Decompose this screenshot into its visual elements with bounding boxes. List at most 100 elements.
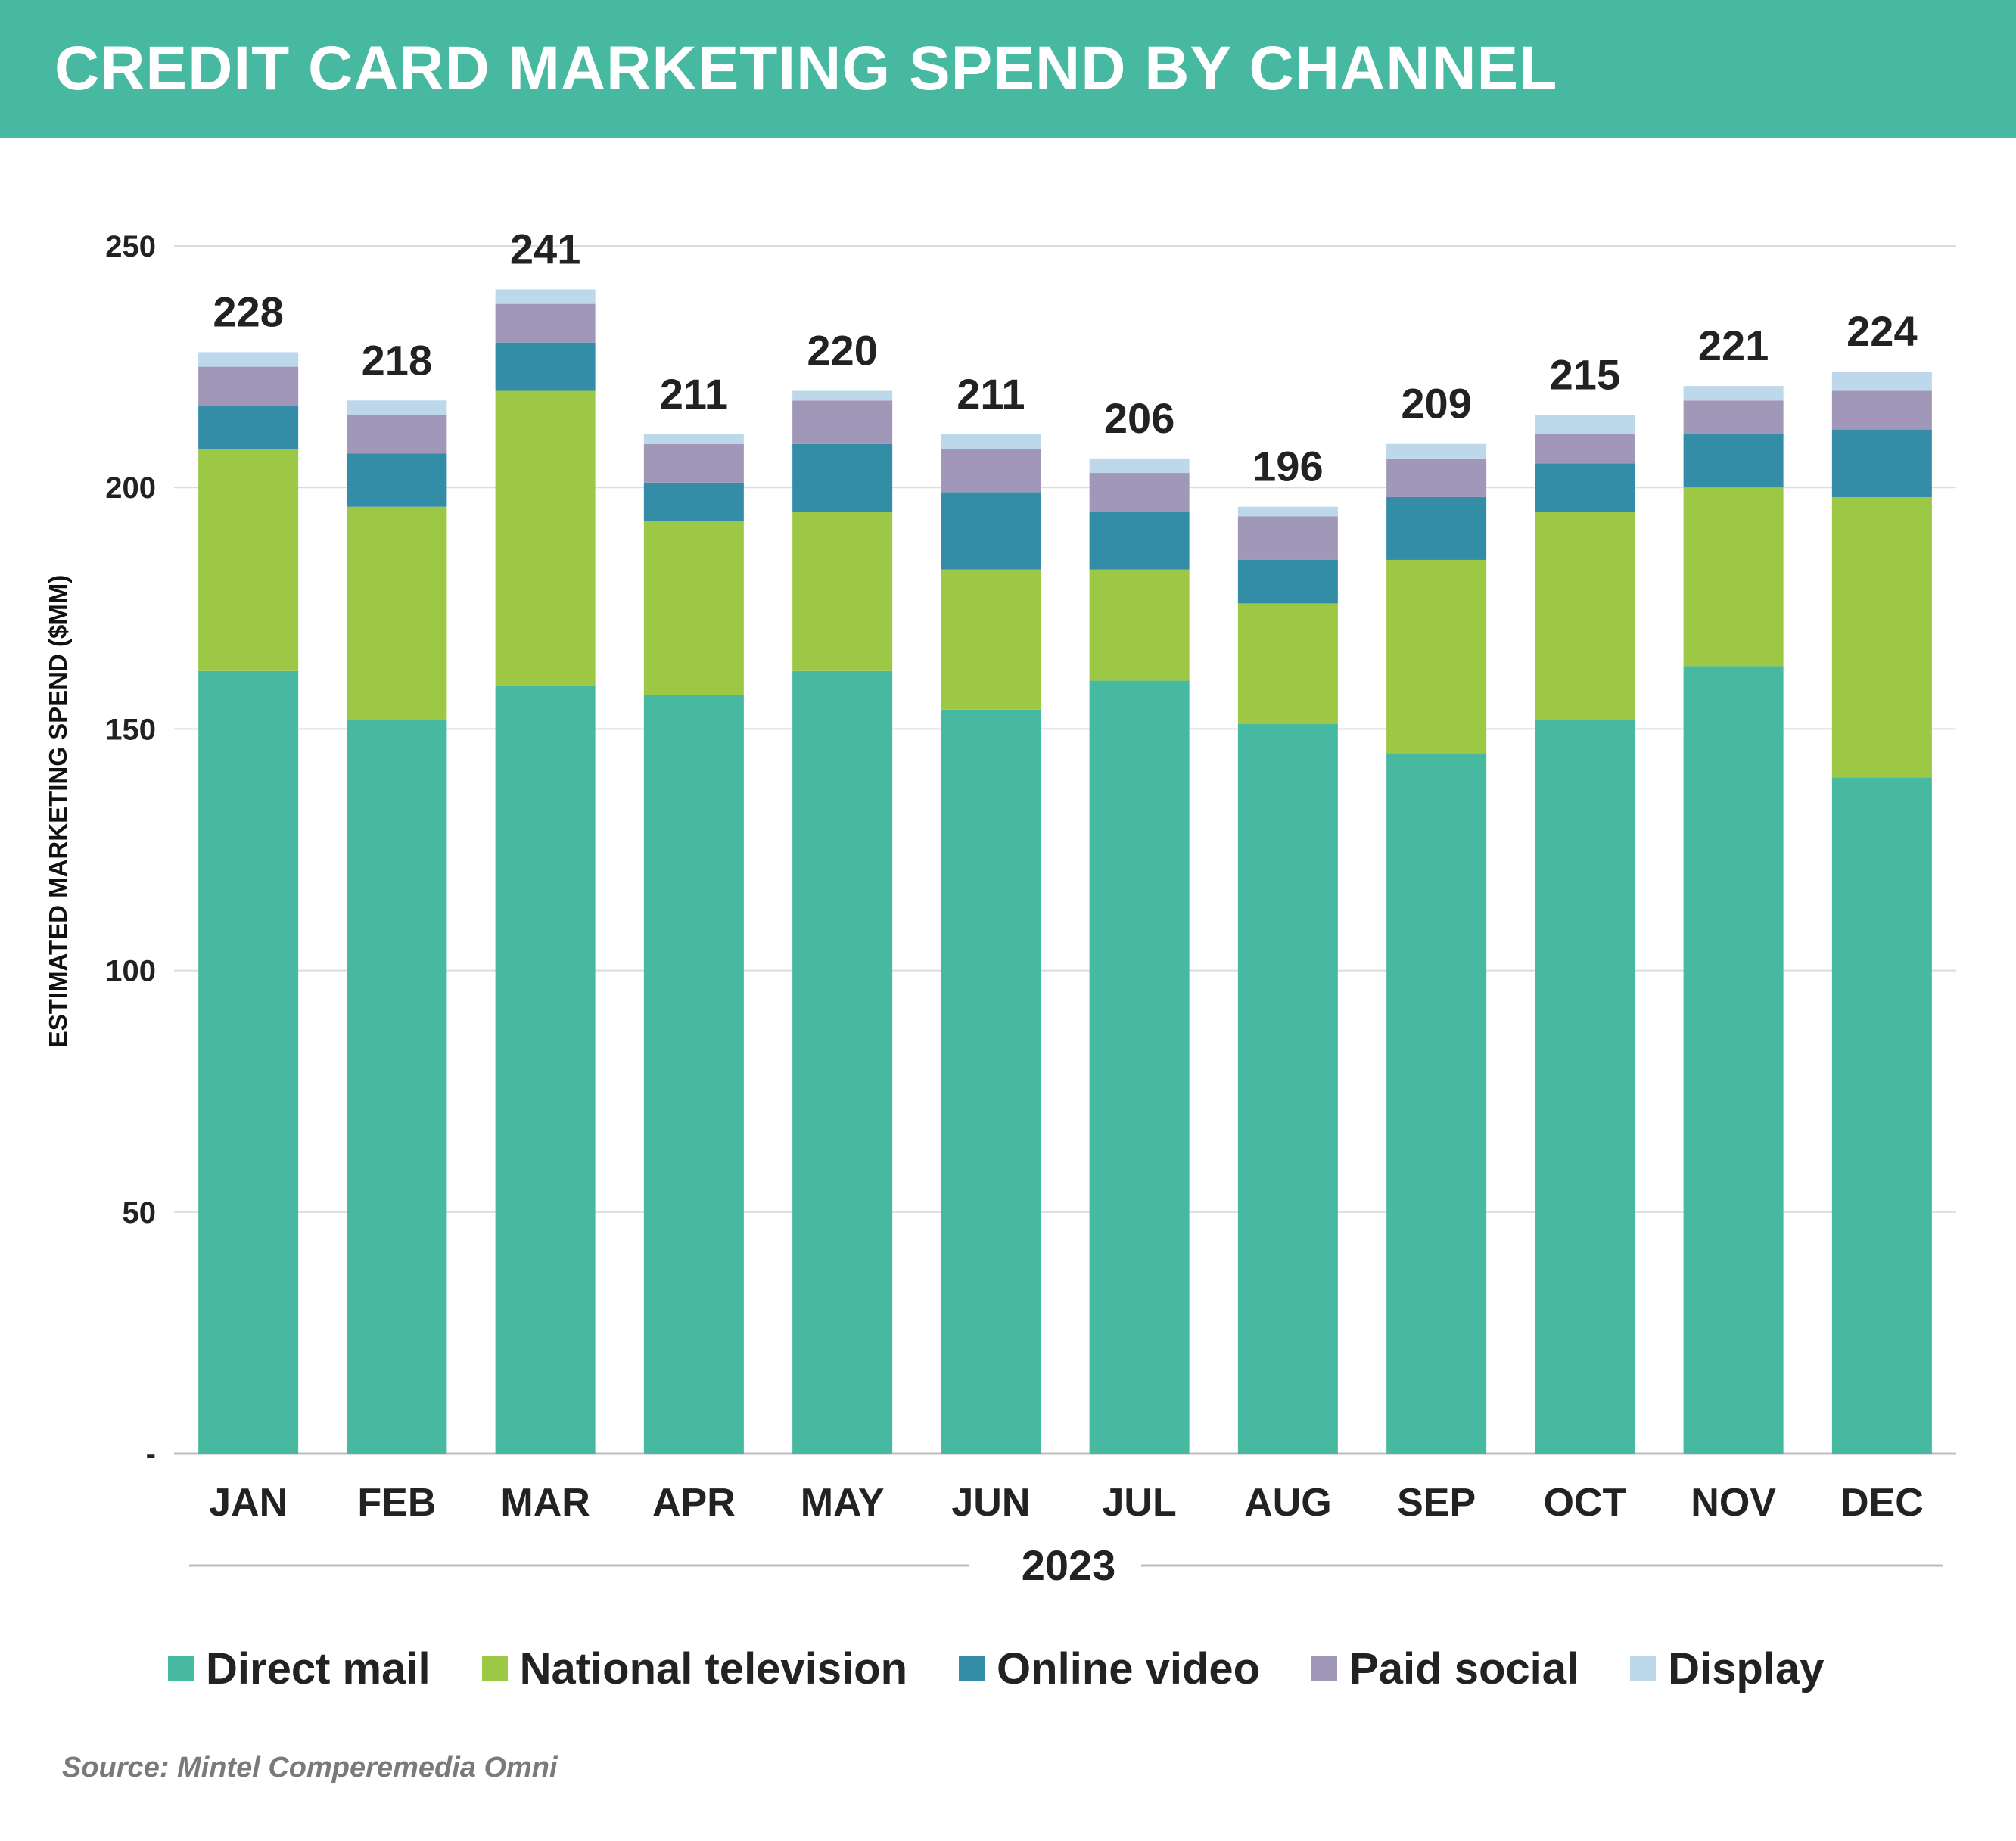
bar-segment-paid-social — [1237, 516, 1338, 560]
total-label: 211 — [957, 370, 1025, 418]
bar-segment-paid-social — [1535, 434, 1635, 464]
legend-label: Online video — [997, 1644, 1261, 1693]
bar-segment-national-television — [792, 512, 893, 671]
total-label: 196 — [1252, 443, 1323, 490]
bar-segment-online-video — [1683, 434, 1784, 488]
bar-segment-direct-mail — [941, 709, 1041, 1454]
bar-segment-national-television — [1831, 496, 1932, 778]
bar-segment-direct-mail — [495, 685, 596, 1454]
x-tick-label: OCT — [1543, 1481, 1626, 1525]
x-tick-label: SEP — [1397, 1481, 1476, 1525]
bar-segment-paid-social — [1831, 390, 1932, 430]
bar-segment-online-video — [1535, 463, 1635, 512]
bar-segment-online-video — [198, 405, 299, 449]
legend-item: Display — [1630, 1644, 1824, 1694]
bar-segment-direct-mail — [1831, 777, 1932, 1454]
bar-segment-display — [643, 434, 744, 444]
bar-segment-national-television — [1386, 559, 1487, 754]
bar-segment-online-video — [643, 482, 744, 521]
bar-segment-direct-mail — [1237, 724, 1338, 1454]
bar-segment-paid-social — [1386, 458, 1487, 497]
bar-segment-online-video — [347, 453, 447, 507]
stacked-bar-chart: - 50 100 150 200 250 228 218 241 211 220 211 206 196… — [44, 225, 1956, 1589]
bar-segment-direct-mail — [1535, 719, 1635, 1454]
legend-swatch — [959, 1656, 985, 1681]
legend-label: Paid social — [1349, 1644, 1579, 1693]
total-label: 206 — [1104, 394, 1174, 442]
x-tick-label: MAY — [801, 1481, 885, 1525]
x-tick-label: JUL — [1103, 1481, 1177, 1525]
bar-segment-paid-social — [941, 449, 1041, 493]
x-tick-label: APR — [652, 1481, 736, 1525]
x-tick-label: DEC — [1840, 1481, 1924, 1525]
bar-segment-display — [941, 434, 1041, 449]
legend-item: National television — [481, 1644, 907, 1694]
y-tick-label: 50 — [123, 1196, 157, 1230]
bar-stack-feb — [347, 400, 447, 1454]
x-tick-label: AUG — [1244, 1481, 1332, 1525]
bar-segment-display — [1386, 443, 1487, 459]
y-axis-label: ESTIMATED MARKETING SPEND ($MM) — [44, 575, 72, 1048]
bar-segment-national-television — [1535, 512, 1635, 720]
bar-segment-paid-social — [643, 443, 744, 483]
chart-title: CREDIT CARD MARKETING SPEND BY CHANNEL — [54, 34, 1558, 103]
bar-segment-display — [1831, 371, 1932, 391]
bar-stack-jul — [1089, 458, 1190, 1454]
bar-segment-paid-social — [495, 303, 596, 343]
total-label: 215 — [1550, 350, 1620, 398]
bar-segment-display — [1237, 506, 1338, 517]
bar-segment-paid-social — [198, 366, 299, 406]
total-label: 228 — [213, 288, 283, 335]
x-tick-label: JAN — [209, 1481, 288, 1525]
x-axis-label: 2023 — [1022, 1541, 1116, 1589]
legend-item: Online video — [959, 1644, 1260, 1694]
bar-segment-display — [1089, 458, 1190, 474]
bar-stack-aug — [1237, 506, 1338, 1454]
bar-segment-direct-mail — [347, 719, 447, 1454]
y-tick-label: 200 — [105, 471, 156, 505]
bar-segment-online-video — [1089, 512, 1190, 570]
title-bar: CREDIT CARD MARKETING SPEND BY CHANNEL — [0, 0, 2016, 138]
total-label: 220 — [807, 327, 877, 375]
total-label: 209 — [1401, 380, 1471, 428]
gridlines — [174, 245, 1956, 1455]
y-tick-label: 100 — [105, 955, 156, 988]
x-axis-ticks: JAN FEB MAR APR MAY JUN JUL AUG SEP OCT NOV DEC — [209, 1481, 1924, 1525]
legend: Direct mail National television Online vid… — [168, 1642, 1875, 1695]
bar-segment-direct-mail — [198, 670, 299, 1454]
total-label: 218 — [362, 336, 432, 384]
total-labels: 228 218 241 211 220 211 206 196 209 215 221 224 — [213, 225, 1917, 490]
bar-segment-display — [347, 400, 447, 415]
bar-segment-direct-mail — [792, 670, 893, 1454]
legend-item: Direct mail — [168, 1644, 431, 1694]
bar-segment-display — [1683, 386, 1784, 401]
bar-segment-national-television — [347, 506, 447, 720]
total-label: 211 — [660, 370, 728, 418]
bar-stack-may — [792, 390, 893, 1454]
legend-label: Display — [1668, 1644, 1825, 1693]
bar-segment-paid-social — [1683, 400, 1784, 434]
bar-segment-display — [1535, 415, 1635, 434]
x-tick-label: MAR — [500, 1481, 590, 1525]
x-tick-label: NOV — [1691, 1481, 1776, 1525]
x-tick-label: FEB — [357, 1481, 436, 1525]
y-axis-ticks: - 50 100 150 200 250 — [105, 230, 156, 1471]
bar-segment-national-television — [941, 569, 1041, 710]
bar-segment-direct-mail — [1386, 753, 1487, 1454]
legend-swatch — [1311, 1656, 1338, 1681]
bar-stack-apr — [643, 434, 744, 1454]
bar-segment-display — [198, 352, 299, 367]
total-label: 224 — [1846, 307, 1917, 355]
bar-stack-jun — [941, 434, 1041, 1454]
legend-swatch — [481, 1656, 508, 1681]
total-label: 241 — [510, 225, 580, 272]
bar-segment-paid-social — [347, 415, 447, 454]
bar-segment-national-television — [1237, 603, 1338, 725]
bar-segment-display — [495, 289, 596, 304]
bar-segment-direct-mail — [643, 695, 744, 1454]
bar-segment-national-television — [1089, 569, 1190, 681]
legend-label: Direct mail — [206, 1644, 431, 1693]
bars — [198, 289, 1932, 1454]
bar-segment-online-video — [1831, 429, 1932, 497]
bar-segment-online-video — [792, 443, 893, 512]
